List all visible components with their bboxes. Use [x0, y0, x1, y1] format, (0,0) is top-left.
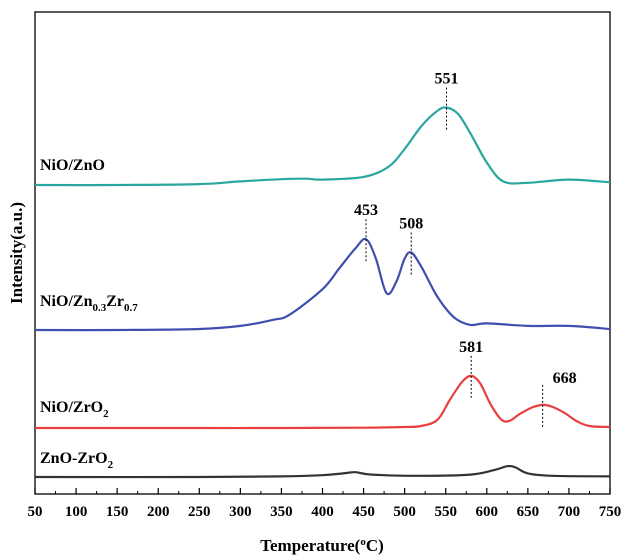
- x-tick-label: 400: [311, 504, 334, 520]
- x-tick-label: 450: [352, 504, 375, 520]
- series-label-subscript: 2: [103, 408, 109, 420]
- series-label-subscript: 2: [108, 459, 114, 471]
- series-label-2: NiO/ZrO2: [40, 399, 109, 420]
- peak-label: 581: [459, 339, 483, 356]
- x-tick-label: 650: [517, 504, 540, 520]
- series-label-part: Zr: [106, 293, 124, 310]
- series-label-part: NiO/ZrO: [40, 399, 103, 416]
- x-tick-label: 100: [65, 504, 88, 520]
- x-tick-label: 550: [434, 504, 457, 520]
- x-tick-label: 700: [558, 504, 581, 520]
- x-axis-ticks: 50 100 150 200 250 300 350 400 450 500 550 600 650 70…: [28, 488, 622, 520]
- series-label-3: ZnO-ZrO2: [40, 450, 114, 471]
- x-tick-label: 50: [28, 504, 43, 520]
- series-label-1: NiO/Zn0.3Zr0.7: [40, 293, 138, 314]
- series-label-subscript: 0.3: [92, 302, 106, 314]
- peak-label: 453: [354, 202, 378, 219]
- x-tick-label: 150: [106, 504, 129, 520]
- peak-label: 668: [553, 370, 577, 387]
- x-tick-label: 600: [476, 504, 499, 520]
- x-tick-label: 350: [270, 504, 293, 520]
- y-axis-title: Intensity(a.u.): [7, 202, 26, 304]
- x-axis-title-text: Temperature(: [260, 536, 360, 555]
- series-label-part: NiO/ZnO: [40, 157, 105, 174]
- peak-label: 551: [435, 71, 459, 88]
- series-lines: [34, 106, 611, 479]
- series-line-1: [34, 237, 611, 332]
- x-tick-label: 750: [599, 504, 622, 520]
- x-axis-title: Temperature(oC): [260, 536, 384, 555]
- series-label-0: NiO/ZnO: [40, 157, 105, 174]
- series-label-subscript: 0.7: [124, 302, 138, 314]
- plot-frame: [34, 11, 611, 495]
- series-label-part: ZnO-ZrO: [40, 450, 108, 467]
- x-tick-label: 500: [393, 504, 416, 520]
- series-line-3: [34, 464, 611, 479]
- x-axis-title-degree: o: [360, 536, 366, 548]
- peak-label: 508: [399, 215, 423, 232]
- x-tick-label: 200: [147, 504, 170, 520]
- series-label-part: NiO/Zn: [40, 293, 93, 310]
- series-line-0: [34, 106, 611, 187]
- x-tick-label: 250: [188, 504, 211, 520]
- x-axis-title-unit: C): [366, 536, 384, 555]
- peak-markers: 551 453 508 581 668: [354, 71, 577, 429]
- x-tick-label: 300: [229, 504, 252, 520]
- series-line-2: [35, 374, 611, 430]
